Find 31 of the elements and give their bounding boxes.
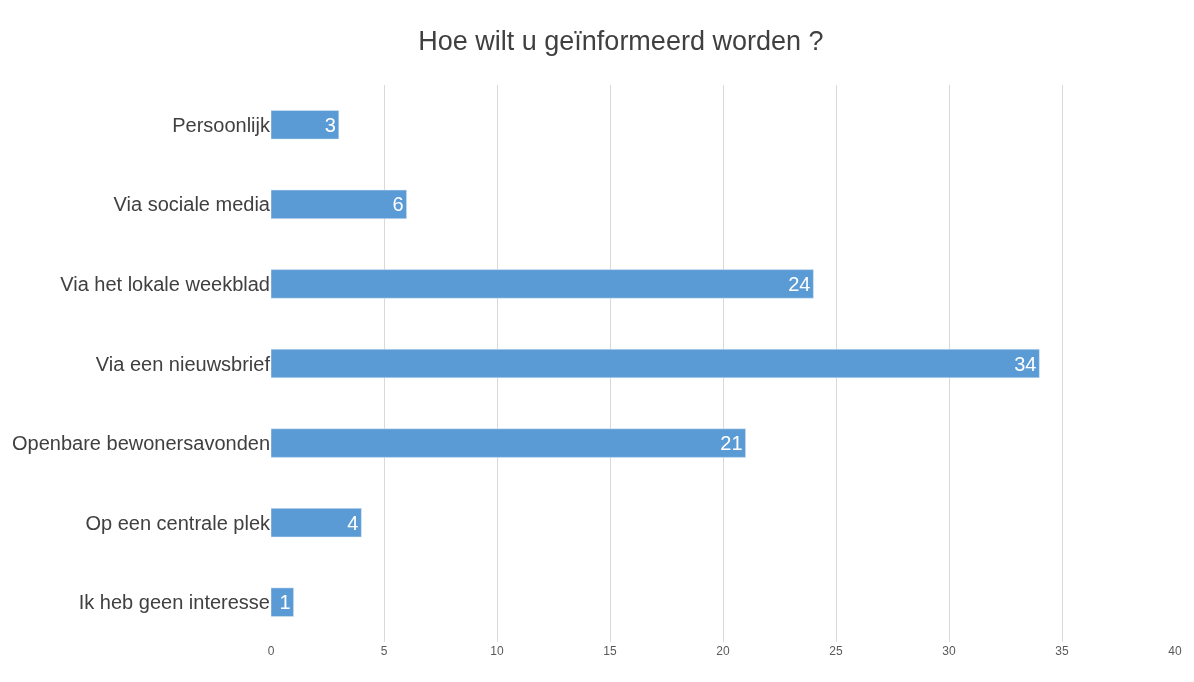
x-tick-label: 0 [267,644,275,658]
x-tick-label: 20 [716,644,730,658]
x-tick-label: 30 [942,644,956,658]
data-label: 1 [279,591,291,614]
y-tick-label: Openbare bewonersavonden [12,432,270,455]
y-tick-label: Via het lokale weekblad [60,272,270,295]
y-tick-label: Via sociale media [113,193,271,216]
y-tick-label: Ik heb geen interesse [78,591,270,614]
bar [271,189,407,219]
bar [271,587,294,617]
bar [271,269,814,299]
x-tick-label: 10 [490,644,504,658]
y-tick-label: Op een centrale plek [85,511,271,534]
bar [271,348,1040,379]
bar [271,110,340,140]
data-label: 4 [347,511,359,534]
y-tick-label: Persoonlijk [172,113,271,136]
data-label: 6 [392,193,404,216]
x-tick-label: 35 [1055,644,1069,658]
chart-title: Hoe wilt u geïnformeerd worden ? [418,25,824,56]
x-tick-label: 40 [1168,644,1182,658]
bar [271,508,362,538]
x-tick-label: 25 [829,644,843,658]
data-label: 24 [788,272,811,295]
x-tick-label: 5 [380,644,388,658]
data-label: 34 [1014,352,1037,375]
bar [271,428,746,458]
data-label: 21 [720,432,743,455]
data-label: 3 [324,113,336,136]
y-tick-label: Via een nieuwsbrief [95,352,271,375]
x-tick-label: 15 [603,644,617,658]
